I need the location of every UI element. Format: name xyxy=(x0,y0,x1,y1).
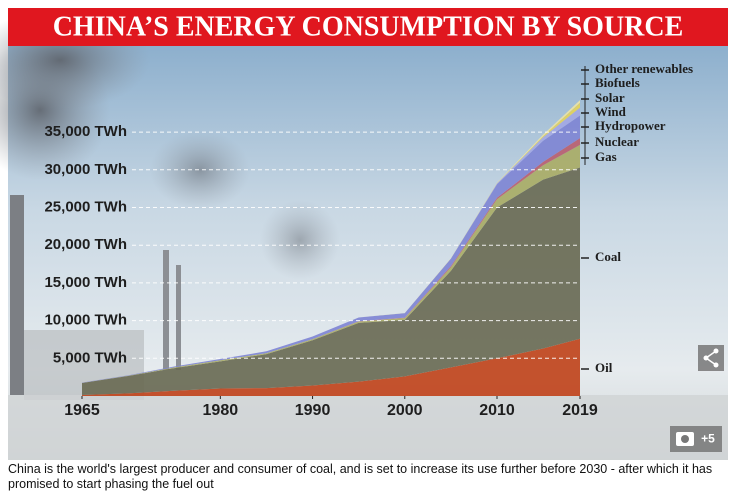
legend-label: Solar xyxy=(595,90,625,105)
y-tick-label: 5,000 TWh xyxy=(53,349,127,366)
legend-label: Biofuels xyxy=(595,75,640,90)
legend-label: Wind xyxy=(595,104,627,119)
x-tick-label: 2000 xyxy=(387,402,423,419)
y-tick-label: 35,000 TWh xyxy=(44,123,127,140)
legend-label: Hydropower xyxy=(595,118,666,133)
y-tick-label: 30,000 TWh xyxy=(44,161,127,178)
x-tick-label: 2019 xyxy=(562,402,598,419)
x-tick-label: 2010 xyxy=(479,402,515,419)
legend-label: Oil xyxy=(595,360,613,375)
y-tick-label: 20,000 TWh xyxy=(44,236,127,253)
chart-title: CHINA’S ENERGY CONSUMPTION BY SOURCE xyxy=(53,11,684,42)
x-tick-label: 1990 xyxy=(295,402,331,419)
share-button[interactable] xyxy=(698,345,724,371)
caption: China is the world's largest producer an… xyxy=(8,462,713,491)
gallery-count: +5 xyxy=(701,432,715,446)
y-tick-label: 10,000 TWh xyxy=(44,312,127,329)
x-tick-label: 1965 xyxy=(64,402,100,419)
legend-label: Other renewables xyxy=(595,61,693,76)
area xyxy=(82,338,580,396)
legend-label: Nuclear xyxy=(595,134,639,149)
title-bar xyxy=(8,8,728,46)
legend-label: Gas xyxy=(595,149,617,164)
y-tick-label: 25,000 TWh xyxy=(44,198,127,215)
chart: CHINA’S ENERGY CONSUMPTION BY SOURCE 5,0… xyxy=(0,8,728,460)
plot: 5,000 TWh 10,000 TWh 15,000 TWh 20,000 TWh 2… xyxy=(44,61,693,419)
area xyxy=(82,167,580,396)
legend-label: Coal xyxy=(595,249,621,264)
area xyxy=(82,115,580,383)
y-tick-label: 15,000 TWh xyxy=(44,274,127,291)
gallery-button[interactable]: +5 xyxy=(670,426,722,452)
x-tick-label: 1980 xyxy=(203,402,239,419)
